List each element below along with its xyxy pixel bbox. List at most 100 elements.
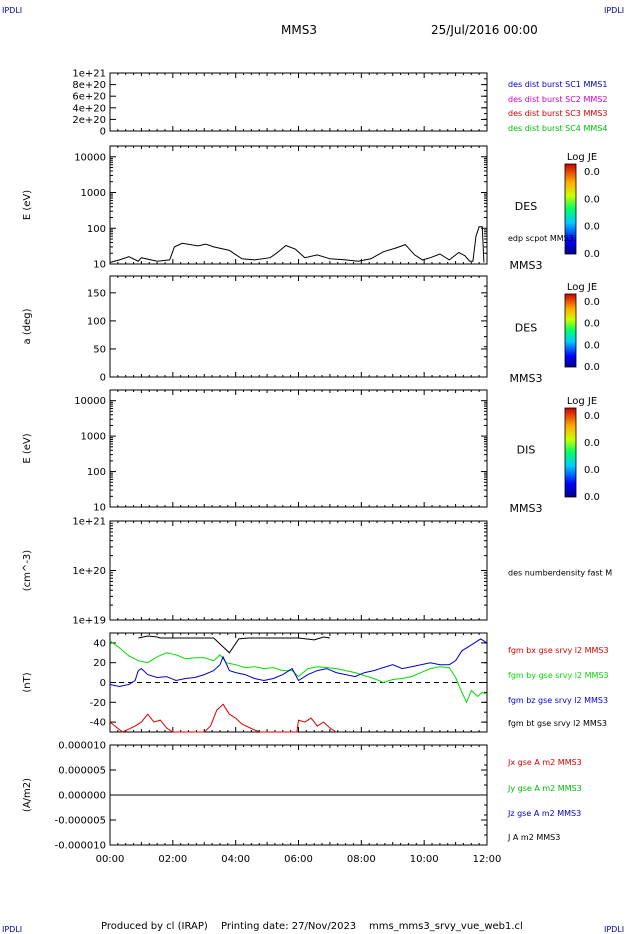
y-axis-label: (cm^-3): [22, 550, 33, 591]
panel-frame: [109, 145, 488, 265]
legend-label: Jx gse A m2 MMS3: [507, 758, 582, 767]
corner-mark-br: IPDLI: [604, 925, 624, 934]
corner-mark-bl: IPDLI: [2, 925, 22, 934]
y-tick-label: 8e+20: [72, 80, 106, 91]
y-tick-label: 40: [93, 638, 106, 649]
y-tick-label: 6e+20: [72, 92, 106, 103]
legend-label: fgm bt gse srvy l2 MMS3: [508, 719, 607, 728]
series-line: [109, 640, 488, 704]
y-tick-label: 50: [93, 344, 106, 355]
y-tick-label: 1000: [81, 188, 106, 199]
instrument-label: DIS: [517, 444, 536, 457]
spacecraft-label: MMS3: [510, 502, 543, 515]
colorbar-title: Log JE: [567, 282, 597, 293]
colorbar-tick-label: 0.0: [584, 222, 600, 233]
y-tick-label: 100: [87, 316, 106, 327]
y-tick-label: 100: [87, 224, 106, 235]
colorbar-tick-label: 0.0: [584, 194, 600, 205]
y-tick-label: -0.000005: [55, 816, 106, 827]
y-tick-label: 1000: [81, 432, 106, 443]
colorbar: [564, 293, 577, 368]
y-axis-label: a (deg): [22, 308, 33, 344]
colorbar-tick-label: 0.0: [584, 362, 600, 373]
series-line: [109, 703, 337, 733]
x-tick-label: 00:00: [96, 854, 125, 865]
legend-label: des dist burst SC4 MMS4: [508, 124, 607, 133]
legend-label: fgm by gse srvy l2 MMS3: [508, 671, 609, 680]
footer-printing-date: Printing date: 27/Nov/2023: [221, 921, 356, 932]
x-tick-label: 06:00: [284, 854, 313, 865]
footer-file: mms_mms3_srvy_vue_web1.cl: [369, 921, 523, 932]
legend-label: des dist burst SC1 MMS1: [508, 80, 607, 89]
y-tick-label: 2e+20: [72, 115, 106, 126]
colorbar: [564, 407, 577, 498]
panel-frame: [109, 520, 488, 621]
y-tick-label: 1e+20: [72, 566, 106, 577]
legend-label: J A m2 MMS3: [507, 833, 560, 842]
y-tick-label: 1e+21: [72, 517, 106, 528]
colorbar: [564, 163, 577, 255]
y-axis-label: E (eV): [22, 190, 33, 220]
colorbar-tick-label: 0.0: [584, 465, 600, 476]
instrument-label: DES: [515, 322, 537, 335]
y-axis-label: (nT): [22, 672, 33, 692]
y-tick-label: 0.000010: [58, 741, 106, 752]
y-axis-label: (A/m2): [22, 778, 33, 812]
y-tick-label: 100: [87, 467, 106, 478]
x-tick-label: 02:00: [158, 854, 187, 865]
date-title: 25/Jul/2016 00:00: [431, 23, 538, 37]
y-tick-label: 0.000005: [58, 766, 106, 777]
y-tick-label: 1e+21: [72, 69, 106, 80]
x-tick-label: 10:00: [410, 854, 439, 865]
spacecraft-title: MMS3: [281, 23, 317, 37]
y-tick-label: 1e+19: [72, 616, 106, 627]
footer-produced: Produced by cl (IRAP): [101, 921, 208, 932]
x-tick-label: 12:00: [473, 854, 502, 865]
y-tick-label: -40: [90, 718, 106, 729]
legend-label: des numberdensity fast M: [508, 569, 612, 578]
spacecraft-label: MMS3: [510, 372, 543, 385]
x-tick-label: 08:00: [347, 854, 376, 865]
colorbar-tick-label: 0.0: [584, 249, 600, 260]
y-tick-label: 0: [100, 373, 106, 384]
corner-mark-tr: IPDLI: [604, 6, 624, 15]
legend-label: Jz gse A m2 MMS3: [507, 809, 581, 818]
y-tick-label: -0.000010: [55, 841, 106, 852]
colorbar-tick-label: 0.0: [584, 167, 600, 178]
panel-frame: [109, 389, 488, 508]
colorbar-tick-label: 0.0: [584, 438, 600, 449]
legend-label: des dist burst SC2 MMS2: [508, 95, 607, 104]
y-axis-label: E (eV): [22, 433, 33, 463]
colorbar-tick-label: 0.0: [584, 411, 600, 422]
spacecraft-label: MMS3: [510, 259, 543, 272]
instrument-label: DES: [515, 200, 537, 213]
overlay-line-scpot: [109, 226, 485, 263]
panel-frame: [109, 72, 488, 132]
colorbar-tick-label: 0.0: [584, 319, 600, 330]
y-tick-label: 0: [100, 678, 106, 689]
series-line: [109, 638, 488, 688]
corner-mark-tl: IPDLI: [2, 6, 22, 15]
x-tick-label: 04:00: [221, 854, 250, 865]
colorbar-title: Log JE: [567, 152, 597, 163]
y-tick-label: 10000: [74, 396, 106, 407]
colorbar-tick-label: 0.0: [584, 340, 600, 351]
y-tick-label: 10: [93, 503, 106, 514]
legend-label: des dist burst SC3 MMS3: [508, 109, 607, 118]
legend-label: fgm bx gse srvy l2 MMS3: [508, 646, 609, 655]
colorbar-title: Log JE: [567, 396, 597, 407]
y-tick-label: 150: [87, 288, 106, 299]
y-tick-label: 10: [93, 260, 106, 271]
y-tick-label: 20: [93, 658, 106, 669]
y-tick-label: 4e+20: [72, 103, 106, 114]
y-tick-label: 0: [100, 127, 106, 138]
colorbar-tick-label: 0.0: [584, 297, 600, 308]
legend-label: fgm bz gse srvy l2 MMS3: [508, 696, 608, 705]
y-tick-label: -20: [90, 698, 106, 709]
overlay-legend-label: edp scpot MMS3: [508, 234, 574, 243]
legend-label: Jy gse A m2 MMS3: [507, 784, 582, 793]
colorbar-tick-label: 0.0: [584, 492, 600, 503]
y-tick-label: 0.000000: [58, 791, 106, 802]
